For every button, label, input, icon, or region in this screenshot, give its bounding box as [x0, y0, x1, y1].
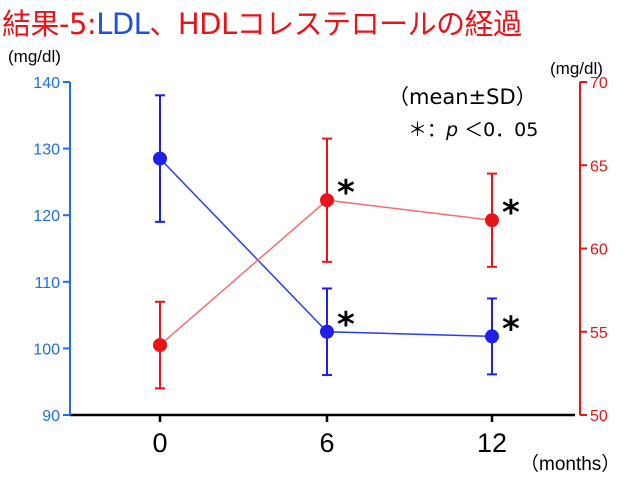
- data-point-ldl: [320, 324, 334, 339]
- significance-asterisk-ldl: *: [337, 305, 355, 345]
- x-tick-label: 12: [477, 428, 507, 458]
- right-tick-label: 70: [590, 75, 608, 92]
- left-tick-label: 110: [34, 275, 60, 292]
- title-ldl: LDL: [96, 7, 150, 41]
- chart-title: 結果-5:LDL、HDLコレステロールの経過: [2, 2, 522, 46]
- data-point-hdl: [153, 338, 167, 353]
- right-tick-label: 60: [590, 242, 608, 259]
- left-tick-label: 140: [33, 75, 60, 92]
- data-point-ldl: [485, 329, 499, 344]
- right-tick-label: 65: [590, 158, 608, 175]
- x-tick-label: 6: [319, 428, 334, 458]
- significance-star: ＊：: [408, 119, 446, 141]
- legend-mean-sd: （mean±SD）: [388, 85, 537, 109]
- right-axis-unit: (mg/dl): [550, 59, 603, 78]
- significance-p: p: [445, 119, 458, 141]
- left-tick-label: 90: [42, 408, 60, 425]
- right-tick-label: 55: [590, 325, 608, 342]
- significance-asterisk-ldl: *: [502, 309, 520, 349]
- left-tick-label: 130: [33, 142, 60, 159]
- significance-asterisk-hdl: *: [337, 173, 355, 213]
- data-point-ldl: [153, 151, 167, 166]
- significance-asterisk-hdl: *: [502, 193, 520, 233]
- data-point-hdl: [485, 213, 499, 228]
- x-axis-label: （months）: [520, 453, 620, 475]
- data-point-hdl: [320, 193, 334, 208]
- x-tick-label: 0: [152, 428, 167, 458]
- title-separator: 、: [149, 7, 178, 41]
- title-prefix: 結果-5:: [2, 7, 97, 41]
- significance-value: ＜0．05: [464, 119, 538, 141]
- right-tick-label: 50: [590, 408, 608, 425]
- significance-note: ＊：p ＜0．05: [408, 119, 538, 141]
- left-tick-label: 100: [33, 341, 60, 358]
- left-tick-label: 120: [33, 208, 60, 225]
- chart-axes: 90 100 110 120 130 140 50 55 60 65 70 0 6 12: [33, 75, 608, 458]
- title-hdl: HDLコレステロールの経過: [177, 7, 522, 41]
- left-axis-unit: (mg/dl): [8, 47, 61, 66]
- chart-series: * * * *: [153, 94, 520, 390]
